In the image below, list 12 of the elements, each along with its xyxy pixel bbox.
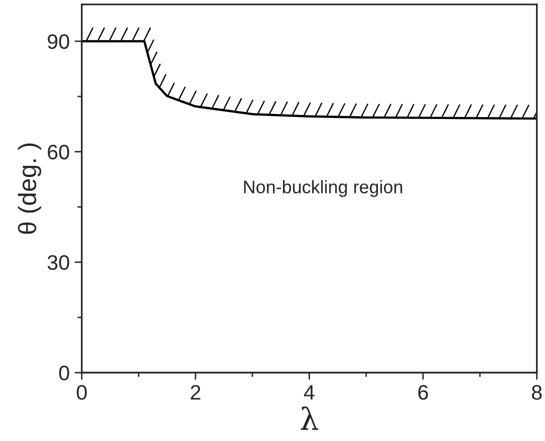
x-tick-label: 4 xyxy=(304,385,314,400)
y-tick-label: 30 xyxy=(48,255,70,270)
x-tick-label: 6 xyxy=(418,385,428,400)
x-tick-label: 0 xyxy=(76,385,87,400)
x-tick-label: 2 xyxy=(190,385,200,400)
annotation: Non-buckling region xyxy=(244,180,402,197)
x-tick-label: 8 xyxy=(532,385,542,400)
y-tick-label: 0 xyxy=(59,366,70,380)
y-tick-label: 60 xyxy=(48,144,70,160)
y-axis-title: θ (deg. ) xyxy=(18,144,42,234)
x-axis-title: λ xyxy=(300,406,318,430)
y-tick-label: 90 xyxy=(48,34,70,49)
